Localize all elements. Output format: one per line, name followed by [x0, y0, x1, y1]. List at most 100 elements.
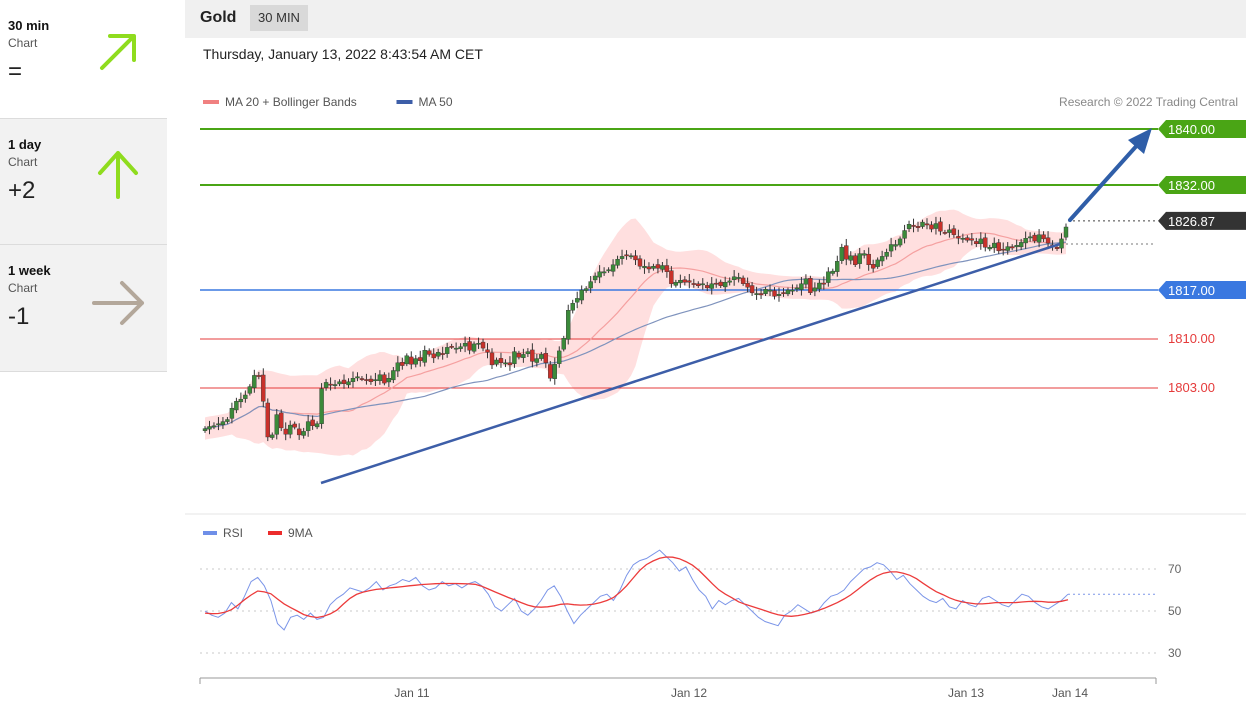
candle-body [225, 419, 230, 422]
candle-body [1032, 234, 1037, 242]
candle-body [462, 343, 468, 347]
candle-body [350, 378, 356, 382]
candle-body [440, 353, 445, 355]
candle-body [965, 237, 970, 241]
candle-body [794, 287, 800, 290]
candle-body [583, 288, 589, 291]
legend-label: MA 50 [419, 95, 453, 109]
candle-body [893, 244, 898, 247]
rsi-tick-label: 50 [1168, 604, 1182, 618]
time-tick-label: Jan 14 [1052, 686, 1088, 700]
candle-body [749, 285, 755, 293]
candle-body [700, 283, 705, 286]
candle-body [512, 351, 517, 364]
candle-body [848, 255, 853, 261]
candle-body [400, 362, 405, 366]
candle-body [503, 362, 508, 365]
candle-body [391, 370, 396, 381]
candle-body [310, 419, 315, 427]
card-1week[interactable]: 1 week Chart -1 [0, 245, 167, 372]
candle-body [597, 271, 602, 278]
level-label: 1803.00 [1168, 380, 1215, 395]
candle-body [444, 347, 450, 354]
candle-body [319, 388, 324, 424]
candle-body [279, 412, 284, 429]
trend-line [320, 242, 1061, 485]
candle-body [427, 350, 432, 355]
candle-body [781, 292, 786, 294]
candle-body [691, 283, 696, 285]
card-period: 1 week [8, 263, 51, 278]
candle-body [355, 376, 360, 379]
candle-body [243, 394, 248, 399]
candle-body [1023, 237, 1028, 244]
candle-body [830, 270, 836, 274]
card-score: = [8, 58, 23, 85]
candle-body [1036, 234, 1042, 243]
candle-body [875, 259, 880, 267]
candle-body [458, 346, 463, 349]
arrow-right-icon [92, 281, 144, 325]
level-label: 1826.87 [1168, 214, 1215, 229]
candle-body [202, 428, 208, 431]
bollinger-band-area [205, 209, 1066, 456]
level-tag [1158, 281, 1246, 299]
candle-body [951, 228, 957, 235]
candle-body [687, 280, 692, 283]
projection-arrow-shaft [1068, 140, 1142, 222]
candle-body [615, 259, 620, 266]
candle-body [1045, 237, 1051, 244]
candle-body [992, 242, 997, 249]
candle-body [247, 386, 253, 394]
rsi-tick-label: 30 [1168, 646, 1182, 660]
card-1day[interactable]: 1 day Chart +2 [0, 119, 167, 245]
candle-body [844, 245, 849, 260]
card-30min[interactable]: 30 min Chart = [0, 0, 167, 119]
candle-body [682, 279, 688, 283]
candle-body [557, 350, 562, 364]
candle-body [229, 408, 235, 419]
card-period: 1 day [8, 137, 42, 152]
candle-body [1059, 238, 1064, 249]
candle-body [404, 355, 409, 365]
candle-body [696, 283, 701, 287]
candle-body [207, 426, 212, 430]
candle-body [453, 347, 459, 350]
candle-body [655, 264, 661, 269]
candle-body [772, 290, 777, 297]
candle-body [929, 224, 934, 230]
timeframe-badge[interactable]: 30 MIN [250, 5, 308, 31]
candle-body [866, 253, 871, 266]
rsi-tick-label: 70 [1168, 562, 1182, 576]
time-tick-label: Jan 12 [671, 686, 707, 700]
candle-body [494, 359, 499, 365]
rsi-ma9-line [204, 556, 1069, 619]
candle-body [637, 258, 643, 267]
candle-body [642, 266, 647, 269]
candle-body [821, 282, 827, 285]
candle-body [521, 354, 526, 358]
candle-body [413, 358, 418, 365]
candle-body [1005, 246, 1010, 251]
candle-body [624, 254, 629, 257]
candle-body [337, 381, 342, 385]
candle-body [808, 278, 813, 293]
candle-body [274, 414, 279, 435]
candle-body [996, 242, 1001, 251]
candle-body [933, 223, 939, 229]
candle-body [633, 255, 638, 261]
candle-body [252, 375, 257, 388]
candle-body [1063, 226, 1069, 238]
time-tick-label: Jan 13 [948, 686, 984, 700]
candle-body [790, 289, 795, 292]
chart-header: Gold 30 MIN [185, 0, 1246, 38]
candle-body [709, 283, 714, 289]
chart-timestamp: Thursday, January 13, 2022 8:43:54 AM CE… [203, 46, 483, 62]
candle-body [736, 277, 741, 279]
candle-body [646, 266, 652, 270]
candle-body [256, 375, 262, 377]
candle-body [516, 353, 522, 358]
candle-body [857, 253, 862, 264]
candle-body [359, 378, 365, 380]
